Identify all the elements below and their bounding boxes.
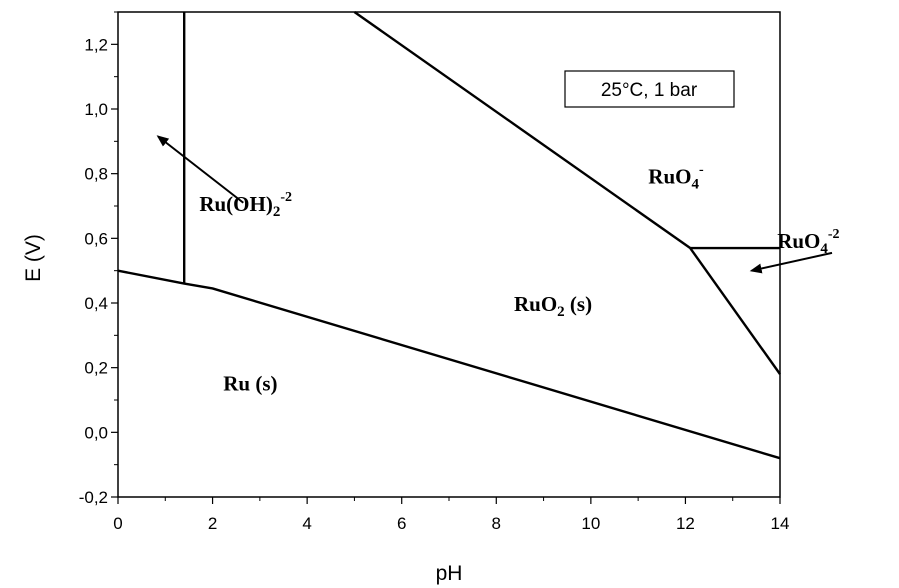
x-tick-label: 14 <box>771 514 790 533</box>
y-tick-label: 0,0 <box>84 423 108 442</box>
region-label-ruo4m: RuO4- <box>648 162 704 192</box>
region-label-superscript: - <box>699 162 704 177</box>
x-tick-label: 10 <box>581 514 600 533</box>
y-tick-label: -0,2 <box>79 488 108 507</box>
y-axis: -0,2 0,0 0,2 0,4 0,6 0,8 1,0 1,2 <box>79 11 118 507</box>
x-tick-label: 4 <box>302 514 311 533</box>
y-tick-label: 0,4 <box>84 294 108 313</box>
conditions-label: 25°C, 1 bar <box>601 80 698 101</box>
region-label-suffix: (s) <box>565 292 592 316</box>
arrow <box>156 135 244 204</box>
region-label-superscript: -2 <box>828 227 840 242</box>
region-label-ruo4mm: RuO4-2 <box>777 227 839 257</box>
region-label-ru: Ru (s) <box>223 371 277 395</box>
region-label-base: RuO <box>514 292 557 316</box>
region-label-subscript: 4 <box>691 176 699 192</box>
region-label-base: Ru(OH) <box>199 192 273 216</box>
y-tick-label: 0,8 <box>84 165 108 184</box>
x-tick-label: 6 <box>397 514 406 533</box>
region-label-base: Ru (s) <box>223 371 277 395</box>
region-label-subscript: 2 <box>557 304 565 320</box>
x-tick-label: 12 <box>676 514 695 533</box>
x-tick-label: 8 <box>492 514 501 533</box>
region-label-base: RuO <box>648 164 691 188</box>
region-label-ruo2: RuO2 (s) <box>514 292 592 320</box>
y-tick-label: 1,2 <box>84 35 108 54</box>
x-axis: 0 2 4 6 8 10 12 14 <box>113 497 789 533</box>
region-label-subscript: 4 <box>820 241 828 257</box>
phase-boundary-line <box>689 247 781 375</box>
phase-boundaries <box>117 11 781 460</box>
y-axis-title: E (V) <box>22 234 45 282</box>
y-tick-label: 0,6 <box>84 229 108 248</box>
region-label-ruoh2: Ru(OH)2-2 <box>199 190 292 220</box>
y-tick-label: 0,2 <box>84 359 108 378</box>
phase-boundary-line <box>117 269 781 460</box>
x-axis-title: pH <box>436 562 463 585</box>
region-label-subscript: 2 <box>273 204 281 220</box>
x-tick-label: 2 <box>208 514 217 533</box>
phase-boundary-line <box>353 11 691 250</box>
x-tick-label: 0 <box>113 514 122 533</box>
conditions-box-frame <box>564 70 735 108</box>
region-label-superscript: -2 <box>280 190 292 205</box>
conditions-box: 25°C, 1 bar <box>564 70 735 108</box>
annotation-arrows <box>156 135 833 274</box>
y-tick-label: 1,0 <box>84 100 108 119</box>
region-label-base: RuO <box>777 229 820 253</box>
arrow <box>749 251 833 274</box>
